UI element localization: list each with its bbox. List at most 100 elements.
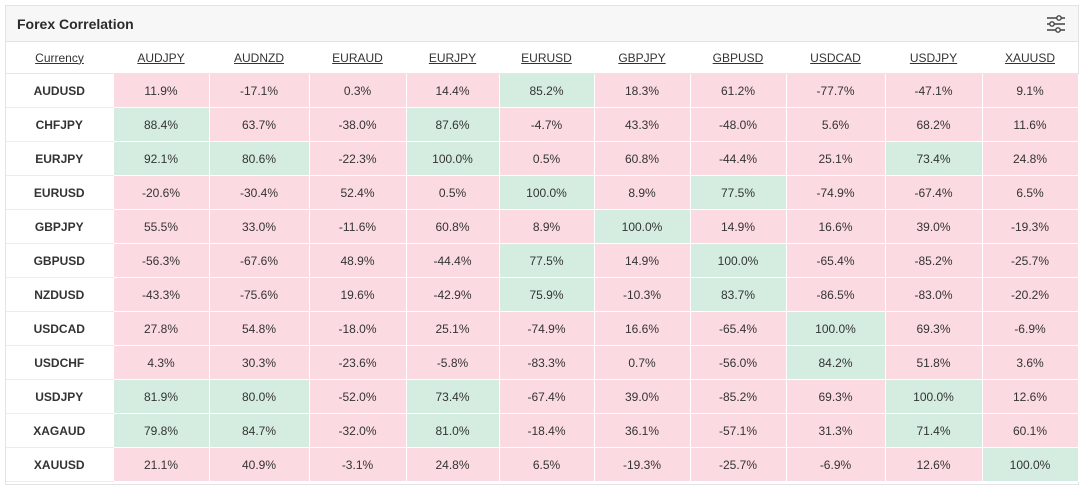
correlation-cell: -6.9% [786,447,886,482]
correlation-cell: -83.0% [885,277,983,312]
row-header: GBPUSD [6,243,114,278]
correlation-cell: -65.4% [786,243,886,278]
correlation-cell: 27.8% [113,311,210,346]
correlation-cell: 0.5% [499,141,595,176]
column-header[interactable]: XAUUSD [982,42,1078,74]
currency-column-header[interactable]: Currency [6,42,113,74]
correlation-cell: 83.7% [690,277,787,312]
correlation-cell: 80.0% [209,379,310,414]
correlation-cell: -3.1% [309,447,407,482]
correlation-cell: 8.9% [499,209,595,244]
correlation-cell: 6.5% [982,175,1079,210]
correlation-cell: 100.0% [885,379,983,414]
correlation-cell: 71.4% [885,413,983,448]
row-header: NZDUSD [6,277,114,312]
correlation-cell: -20.6% [113,175,210,210]
correlation-cell: 81.9% [113,379,210,414]
correlation-cell: -67.4% [499,379,595,414]
table-row: GBPJPY 55.5% 33.0% -11.6% 60.8% 8.9% 100.0% 14.… [6,209,1079,244]
correlation-cell: 33.0% [209,209,310,244]
correlation-cell: -65.4% [690,311,787,346]
settings-button[interactable] [1044,12,1068,36]
correlation-cell: 79.8% [113,413,210,448]
correlation-cell: -25.7% [690,447,787,482]
row-header: AUDUSD [6,73,114,108]
correlation-cell: -18.0% [309,311,407,346]
table-row: AUDUSD 11.9% -17.1% 0.3% 14.4% 85.2% 18.3% 61.2… [6,73,1079,108]
correlation-cell: 40.9% [209,447,310,482]
correlation-cell: 100.0% [786,311,886,346]
correlation-cell: 14.9% [594,243,691,278]
correlation-cell: 61.2% [690,73,787,108]
widget-header: Forex Correlation [6,6,1078,42]
correlation-cell: -4.7% [499,107,595,142]
correlation-cell: 31.3% [786,413,886,448]
correlation-cell: 69.3% [786,379,886,414]
column-header[interactable]: GBPUSD [690,42,786,74]
correlation-cell: -75.6% [209,277,310,312]
correlation-cell: 77.5% [499,243,595,278]
correlation-cell: -47.1% [885,73,983,108]
correlation-cell: 81.0% [406,413,500,448]
table-row: USDCHF 4.3% 30.3% -23.6% -5.8% -83.3% 0.7% -56.… [6,345,1079,380]
correlation-cell: -17.1% [209,73,310,108]
correlation-cell: 48.9% [309,243,407,278]
correlation-cell: -30.4% [209,175,310,210]
correlation-cell: 88.4% [113,107,210,142]
correlation-cell: 24.8% [406,447,500,482]
table-row: NZDUSD -43.3% -75.6% 19.6% -42.9% 75.9% -10.3%… [6,277,1079,312]
correlation-cell: -19.3% [982,209,1079,244]
column-header[interactable]: AUDNZD [209,42,309,74]
correlation-cell: 25.1% [786,141,886,176]
correlation-cell: 100.0% [690,243,787,278]
correlation-cell: 60.1% [982,413,1079,448]
correlation-cell: -23.6% [309,345,407,380]
column-header[interactable]: USDCAD [786,42,885,74]
sliders-icon [1047,14,1065,33]
widget-title: Forex Correlation [17,15,134,32]
correlation-cell: 80.6% [209,141,310,176]
correlation-cell: -22.3% [309,141,407,176]
table-row: XAUUSD 21.1% 40.9% -3.1% 24.8% 6.5% -19.3% -25.… [6,447,1079,482]
correlation-cell: -56.3% [113,243,210,278]
correlation-cell: 39.0% [885,209,983,244]
correlation-cell: 11.9% [113,73,210,108]
table-row: EURJPY 92.1% 80.6% -22.3% 100.0% 0.5% 60.8% -44… [6,141,1079,176]
correlation-cell: -32.0% [309,413,407,448]
column-header[interactable]: EURUSD [499,42,594,74]
correlation-cell: -19.3% [594,447,691,482]
correlation-cell: 69.3% [885,311,983,346]
correlation-cell: 60.8% [594,141,691,176]
correlation-cell: 77.5% [690,175,787,210]
correlation-cell: -67.6% [209,243,310,278]
column-header[interactable]: AUDJPY [113,42,209,74]
correlation-cell: 100.0% [499,175,595,210]
correlation-cell: 52.4% [309,175,407,210]
correlation-cell: 3.6% [982,345,1079,380]
correlation-cell: 0.5% [406,175,500,210]
correlation-cell: 25.1% [406,311,500,346]
column-header[interactable]: GBPJPY [594,42,690,74]
row-header: USDJPY [6,379,114,414]
correlation-cell: 30.3% [209,345,310,380]
correlation-cell: -48.0% [690,107,787,142]
correlation-cell: -85.2% [885,243,983,278]
correlation-table: Currency AUDJPY AUDNZD EURAUD EURJPY EUR… [6,42,1079,482]
correlation-cell: 14.9% [690,209,787,244]
correlation-cell: -67.4% [885,175,983,210]
correlation-cell: -43.3% [113,277,210,312]
column-header[interactable]: EURJPY [406,42,499,74]
correlation-cell: -20.2% [982,277,1079,312]
correlation-cell: -42.9% [406,277,500,312]
row-header: XAUUSD [6,447,114,482]
table-row: USDJPY 81.9% 80.0% -52.0% 73.4% -67.4% 39.0% -8… [6,379,1079,414]
column-header[interactable]: EURAUD [309,42,406,74]
correlation-cell: 0.7% [594,345,691,380]
correlation-cell: 51.8% [885,345,983,380]
correlation-cell: -44.4% [690,141,787,176]
row-header: USDCAD [6,311,114,346]
correlation-cell: 19.6% [309,277,407,312]
correlation-cell: 4.3% [113,345,210,380]
column-header[interactable]: USDJPY [885,42,982,74]
correlation-cell: 100.0% [406,141,500,176]
